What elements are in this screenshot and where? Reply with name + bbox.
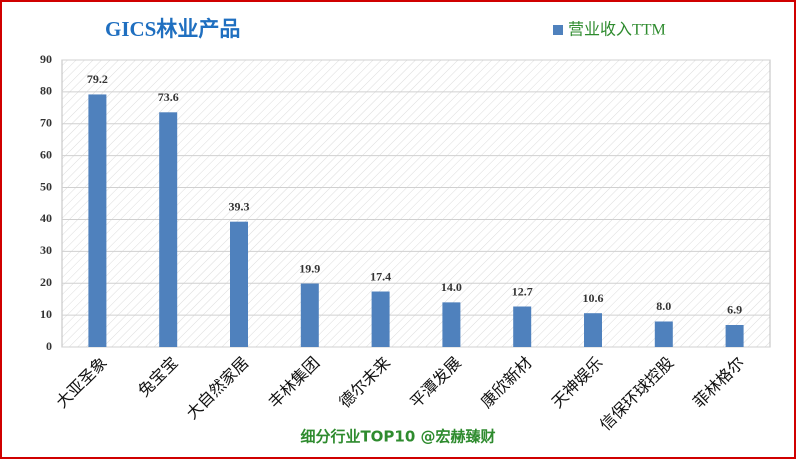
data-label: 17.4 bbox=[370, 269, 391, 283]
y-tick-label: 40 bbox=[40, 211, 52, 225]
chart-title: GICS林业产品 bbox=[105, 17, 240, 41]
bar bbox=[230, 221, 248, 347]
y-tick-label: 90 bbox=[40, 52, 52, 66]
y-tick-label: 50 bbox=[40, 179, 52, 193]
bar bbox=[654, 321, 673, 347]
legend-swatch bbox=[553, 25, 563, 35]
legend-label: 营业收入TTM bbox=[568, 21, 666, 39]
bar bbox=[88, 94, 107, 347]
plot-area bbox=[61, 59, 771, 348]
data-label: 79.2 bbox=[87, 72, 108, 86]
data-label: 12.7 bbox=[512, 284, 533, 298]
data-label: 19.9 bbox=[299, 261, 320, 275]
data-label: 73.6 bbox=[158, 90, 179, 104]
data-label: 14.0 bbox=[441, 280, 462, 294]
y-tick-label: 10 bbox=[40, 307, 52, 321]
y-tick-label: 80 bbox=[40, 84, 52, 98]
data-label: 8.0 bbox=[656, 299, 671, 313]
bar bbox=[584, 313, 602, 347]
y-tick-label: 60 bbox=[40, 147, 52, 161]
data-label: 39.3 bbox=[229, 199, 250, 213]
y-tick-label: 0 bbox=[46, 339, 52, 353]
y-tick-label: 20 bbox=[40, 275, 52, 289]
data-label: 10.6 bbox=[583, 291, 604, 305]
bar bbox=[371, 291, 390, 347]
bar bbox=[513, 306, 532, 347]
bar bbox=[159, 112, 178, 347]
y-tick-label: 30 bbox=[40, 243, 52, 257]
bar bbox=[442, 302, 461, 347]
y-tick-label: 70 bbox=[40, 116, 52, 130]
data-label: 6.9 bbox=[727, 303, 742, 317]
footer: 细分行业TOP10 @宏赫臻财 bbox=[300, 428, 495, 446]
bar bbox=[300, 283, 319, 347]
bar bbox=[725, 324, 744, 347]
